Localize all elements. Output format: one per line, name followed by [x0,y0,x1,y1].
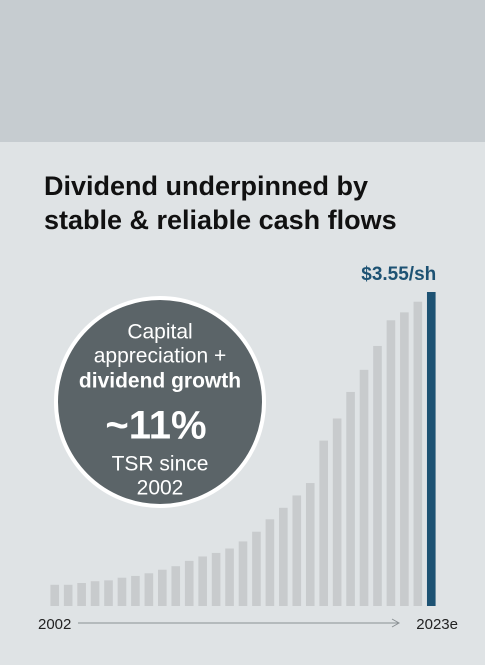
callout-text: TSR since [112,453,209,476]
bar [292,495,302,606]
bar [211,552,221,606]
bar [252,531,261,606]
bar [359,369,369,606]
bar [426,292,436,606]
chart-title: stable & reliable cash flows [44,205,397,235]
bar [346,391,355,606]
x-tick-label: 2023e [416,616,458,633]
callout-text: dividend growth [79,370,241,393]
bar [319,440,328,606]
bar [90,581,100,606]
bar [238,541,248,606]
bar [50,584,60,606]
chart-title: Dividend underpinned by [44,171,368,201]
bar [131,575,140,606]
bar [332,418,342,606]
bar [400,312,409,606]
bar [117,577,127,606]
bar [104,580,113,606]
callout-text: appreciation + [94,345,227,368]
bar [77,583,86,606]
bar [63,584,73,606]
callout-figure: ~11% [105,404,206,448]
header-band [0,0,485,142]
callout-circle [54,296,266,508]
bar [279,507,288,606]
bar [265,519,275,606]
bar [305,483,315,606]
bar [198,556,207,606]
bar [386,320,396,606]
bar [144,573,154,606]
callout-text: 2002 [137,477,184,500]
bar [158,569,167,606]
arrow-head [391,618,401,628]
bar [373,345,382,606]
x-tick-label: 2002 [38,616,71,633]
callout-text: Capital [127,321,192,344]
bar [184,560,194,606]
bar [413,301,423,606]
bar [225,548,234,606]
bar [171,566,181,606]
value-label: $3.55/sh [361,264,436,285]
